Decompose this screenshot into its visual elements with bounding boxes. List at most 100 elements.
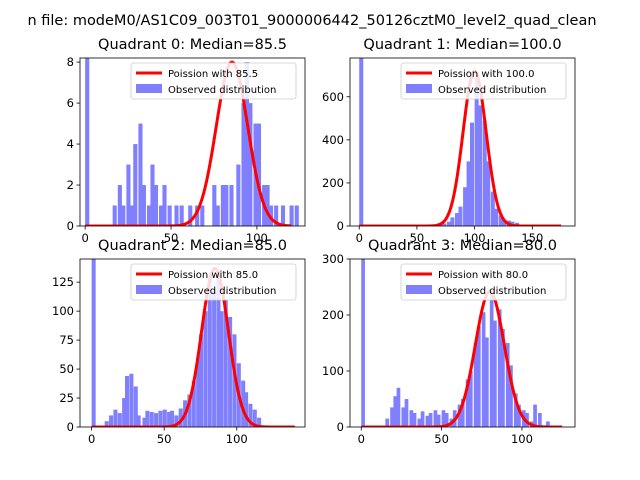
y-tick-label: 4 xyxy=(67,137,74,151)
y-tick-label: 0 xyxy=(67,420,74,434)
histogram-bar xyxy=(212,290,217,427)
histogram-bar xyxy=(396,387,401,427)
subplot-grid: 0 50 100 0 2 4 6 8 Quadrant 0: Median=85.5 Poissi… xyxy=(52,37,576,446)
histogram-bar xyxy=(425,415,430,427)
histogram-bar xyxy=(455,213,460,226)
legend-label-fit: Poission with 85.0 xyxy=(168,270,258,281)
histogram-bar xyxy=(179,205,184,226)
histogram-bar xyxy=(121,205,126,226)
x-tick-label: 50 xyxy=(434,432,449,446)
histogram-bar xyxy=(154,413,159,427)
histogram-bar xyxy=(444,413,449,427)
histogram-bar xyxy=(502,219,507,226)
histogram-bar xyxy=(126,164,131,226)
histogram-bar xyxy=(191,380,196,427)
histogram-bar xyxy=(546,421,550,427)
legend-swatch-observed xyxy=(406,84,432,93)
histogram-bar xyxy=(149,411,154,427)
x-tick-label: 0 xyxy=(81,231,88,245)
histogram-bar xyxy=(85,58,90,226)
histogram-bar xyxy=(361,259,365,427)
histogram-bar xyxy=(433,410,438,427)
histogram-bar xyxy=(248,403,253,427)
y-tick-label: 600 xyxy=(322,90,344,104)
x-tick-label: 0 xyxy=(356,231,363,245)
histogram-bar xyxy=(229,185,234,226)
histogram-bar xyxy=(533,404,537,427)
y-tick-label: 0 xyxy=(67,219,74,233)
histogram-bar xyxy=(428,413,433,427)
legend-label-observed: Observed distribution xyxy=(168,286,276,297)
y-tick-label: 200 xyxy=(322,308,344,322)
legend: Poission with 80.0 Observed distribution xyxy=(400,263,567,301)
histogram-bar xyxy=(216,270,221,427)
y-tick-label: 100 xyxy=(52,304,74,318)
histogram-bar xyxy=(224,185,229,226)
histogram-bar xyxy=(490,191,495,226)
y-tick-label: 75 xyxy=(59,333,74,347)
legend-swatch-observed xyxy=(136,84,162,93)
y-tick-label: 50 xyxy=(59,362,74,376)
x-tick-label: 100 xyxy=(464,231,486,245)
axes-frame xyxy=(349,57,576,227)
histogram-bar xyxy=(385,418,390,427)
histogram-bar xyxy=(174,415,179,427)
histogram-bar xyxy=(129,373,134,427)
x-tick-label: 100 xyxy=(226,432,248,446)
histogram-bar xyxy=(241,380,246,427)
plot-area xyxy=(84,58,299,226)
legend-box xyxy=(400,263,567,301)
histogram-bar xyxy=(196,357,201,427)
histogram-bar xyxy=(486,161,491,226)
legend-label-fit: Poission with 100.0 xyxy=(438,69,534,80)
histogram-bar xyxy=(505,343,510,427)
subplot-title: Quadrant 2: Median=85.0 xyxy=(98,238,287,254)
histogram-bar xyxy=(468,371,473,427)
histogram-bar xyxy=(280,205,286,226)
histogram-bar xyxy=(458,206,463,226)
legend-box xyxy=(130,263,297,301)
x-tick-label: 0 xyxy=(358,432,365,446)
histogram-bar xyxy=(212,185,217,226)
histogram-bar xyxy=(241,103,246,226)
histogram-bar xyxy=(188,205,193,226)
histogram-bar xyxy=(162,409,167,427)
legend-label-observed: Observed distribution xyxy=(168,85,276,96)
legend: Poission with 85.0 Observed distribution xyxy=(130,263,297,301)
histogram-bar xyxy=(117,185,122,226)
x-tick-label: 50 xyxy=(157,432,172,446)
histogram-bar xyxy=(104,421,109,427)
histogram-bar xyxy=(122,398,127,427)
histogram-bar xyxy=(359,58,364,226)
histogram-bar xyxy=(517,404,521,427)
histogram-bar xyxy=(473,343,478,427)
histogram-bar xyxy=(170,410,175,427)
histogram-bar xyxy=(215,205,220,226)
subplot-title: Quadrant 3: Median=80.0 xyxy=(368,238,557,254)
histogram-bar xyxy=(125,376,130,427)
histogram-bar xyxy=(446,221,451,226)
axes-frame xyxy=(349,258,576,428)
histogram-bar xyxy=(493,320,497,427)
legend-label-observed: Observed distribution xyxy=(438,85,546,96)
histogram-bar xyxy=(481,312,486,427)
histogram-bar xyxy=(465,379,470,427)
x-tick-label: 50 xyxy=(410,231,425,245)
axes-frame xyxy=(79,57,306,227)
histogram-bar xyxy=(133,144,138,226)
figure-suptitle: n file: modeM0/AS1C09_003T01_9000006442_… xyxy=(27,13,596,29)
histogram-bar xyxy=(145,410,150,427)
histogram-bar xyxy=(138,123,143,226)
legend-label-fit: Poission with 80.0 xyxy=(438,270,528,281)
histogram-bar xyxy=(412,413,417,427)
histogram-bar xyxy=(476,326,481,427)
histogram-bar xyxy=(441,410,446,427)
histogram-bar xyxy=(199,334,204,427)
histogram-bar xyxy=(474,77,479,226)
histogram-bar xyxy=(513,393,518,427)
y-tick-label: 25 xyxy=(59,391,74,405)
fit-curve xyxy=(91,266,296,427)
histogram-bar xyxy=(294,205,299,226)
histogram-bar xyxy=(257,417,262,427)
